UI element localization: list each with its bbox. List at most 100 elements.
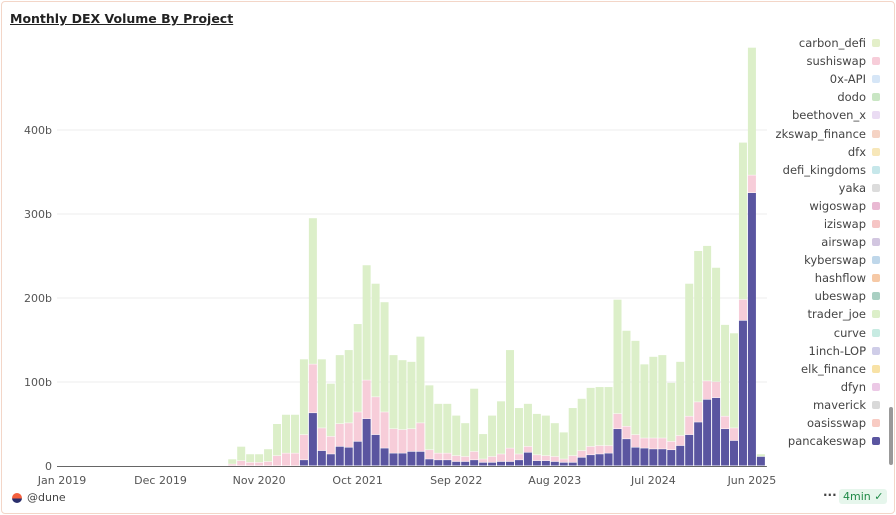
legend-swatch-icon: [872, 111, 880, 120]
bar-pancakeswap: [452, 461, 461, 466]
legend-swatch-icon: [872, 238, 880, 247]
legend-label: defi_kingdoms: [782, 162, 866, 177]
bar-trader_joe: [586, 387, 595, 447]
bar-pancakeswap: [667, 450, 676, 466]
bar-sushiswap: [335, 424, 344, 447]
bar-sushiswap: [523, 446, 532, 453]
more-options-button[interactable]: ···: [823, 488, 837, 502]
y-tick-label: 0: [45, 460, 52, 473]
bar-pancakeswap: [344, 447, 353, 466]
bar-pancakeswap: [712, 397, 721, 466]
bar-pancakeswap: [362, 418, 371, 466]
legend-label: elk_finance: [801, 361, 866, 376]
legend-item[interactable]: wigoswap: [730, 197, 880, 215]
bar-pancakeswap: [658, 449, 667, 466]
refresh-label: 4min: [843, 490, 871, 503]
bar-sushiswap: [425, 450, 434, 459]
legend-swatch-icon: [872, 364, 880, 373]
bar-trader_joe: [756, 454, 765, 457]
bar-sushiswap: [631, 434, 640, 448]
bar-sushiswap: [407, 429, 416, 452]
legend-label: kyberswap: [804, 253, 866, 268]
legend-item[interactable]: maverick: [730, 396, 880, 414]
bar-pancakeswap: [559, 462, 568, 466]
legend-item[interactable]: beethoven_x: [730, 106, 880, 124]
legend-item[interactable]: carbon_defi: [730, 34, 880, 52]
legend-label: trader_joe: [807, 307, 866, 322]
bar-trader_joe: [371, 283, 380, 397]
author-label: @dune: [27, 491, 66, 504]
legend-swatch-icon: [872, 400, 880, 409]
bar-pancakeswap: [389, 453, 398, 466]
bar-pancakeswap: [694, 422, 703, 466]
bar-sushiswap: [452, 455, 461, 462]
legend-item[interactable]: yaka: [730, 179, 880, 197]
legend-label: 1inch-LOP: [808, 343, 866, 358]
bar-pancakeswap: [326, 454, 335, 466]
bar-pancakeswap: [479, 462, 488, 466]
bar-pancakeswap: [371, 434, 380, 466]
bar-trader_joe: [317, 359, 326, 428]
bar-pancakeswap: [577, 457, 586, 466]
legend-label: 0x-API: [829, 72, 866, 87]
bar-trader_joe: [335, 355, 344, 424]
legend-item[interactable]: zkswap_finance: [730, 124, 880, 142]
bar-trader_joe: [273, 424, 282, 456]
bar-trader_joe: [237, 446, 246, 461]
chart-title[interactable]: Monthly DEX Volume By Project: [10, 11, 234, 26]
legend-item[interactable]: trader_joe: [730, 305, 880, 323]
bar-sushiswap: [488, 456, 497, 463]
bar-trader_joe: [407, 361, 416, 429]
bar-trader_joe: [676, 361, 685, 436]
author[interactable]: @dune: [12, 491, 66, 504]
bar-pancakeswap: [586, 455, 595, 466]
bar-sushiswap: [353, 412, 362, 442]
x-tick-label: Jun 2025: [727, 474, 777, 487]
bar-sushiswap: [443, 453, 452, 460]
y-tick-label: 200b: [24, 292, 52, 305]
bar-trader_joe: [738, 142, 747, 300]
bar-sushiswap: [703, 381, 712, 400]
bar-pancakeswap: [568, 462, 577, 466]
legend-item[interactable]: 0x-API: [730, 70, 880, 88]
legend-item[interactable]: hashflow: [730, 269, 880, 287]
legend-item[interactable]: kyberswap: [730, 251, 880, 269]
bar-pancakeswap: [335, 446, 344, 466]
legend-item[interactable]: dfyn: [730, 378, 880, 396]
bar-pancakeswap: [595, 454, 604, 466]
bar-pancakeswap: [506, 461, 514, 466]
legend-scrollbar[interactable]: [889, 407, 893, 465]
legend-swatch-icon: [872, 201, 880, 210]
bar-trader_joe: [353, 324, 362, 412]
bar-pancakeswap: [299, 460, 308, 466]
bar-trader_joe: [694, 250, 703, 402]
bar-trader_joe: [667, 382, 676, 442]
legend-item[interactable]: 1inch-LOP: [730, 342, 880, 360]
bar-trader_joe: [479, 434, 488, 459]
legend-item[interactable]: dfx: [730, 143, 880, 161]
y-tick-label: 300b: [24, 208, 52, 221]
legend-item[interactable]: dodo: [730, 88, 880, 106]
bar-trader_joe: [246, 454, 255, 463]
legend-item[interactable]: ubeswap: [730, 287, 880, 305]
bar-trader_joe: [577, 398, 586, 451]
legend-item[interactable]: elk_finance: [730, 360, 880, 378]
refresh-badge[interactable]: 4min ✓: [839, 489, 888, 504]
legend-item[interactable]: curve: [730, 324, 880, 342]
bar-pancakeswap: [470, 460, 479, 466]
legend-item[interactable]: pancakeswap: [730, 432, 880, 450]
legend-item[interactable]: oasisswap: [730, 414, 880, 432]
bar-sushiswap: [568, 455, 577, 463]
bar-pancakeswap: [398, 453, 407, 466]
legend-item[interactable]: sushiswap: [730, 52, 880, 70]
legend-swatch-icon: [872, 437, 880, 446]
bar-pancakeswap: [604, 453, 613, 466]
bar-trader_joe: [559, 432, 568, 459]
bar-sushiswap: [264, 461, 273, 466]
legend-item[interactable]: airswap: [730, 233, 880, 251]
bar-trader_joe: [264, 449, 273, 462]
legend-item[interactable]: defi_kingdoms: [730, 161, 880, 179]
legend-item[interactable]: iziswap: [730, 215, 880, 233]
bar-pancakeswap: [425, 459, 434, 466]
bar-sushiswap: [380, 412, 389, 448]
